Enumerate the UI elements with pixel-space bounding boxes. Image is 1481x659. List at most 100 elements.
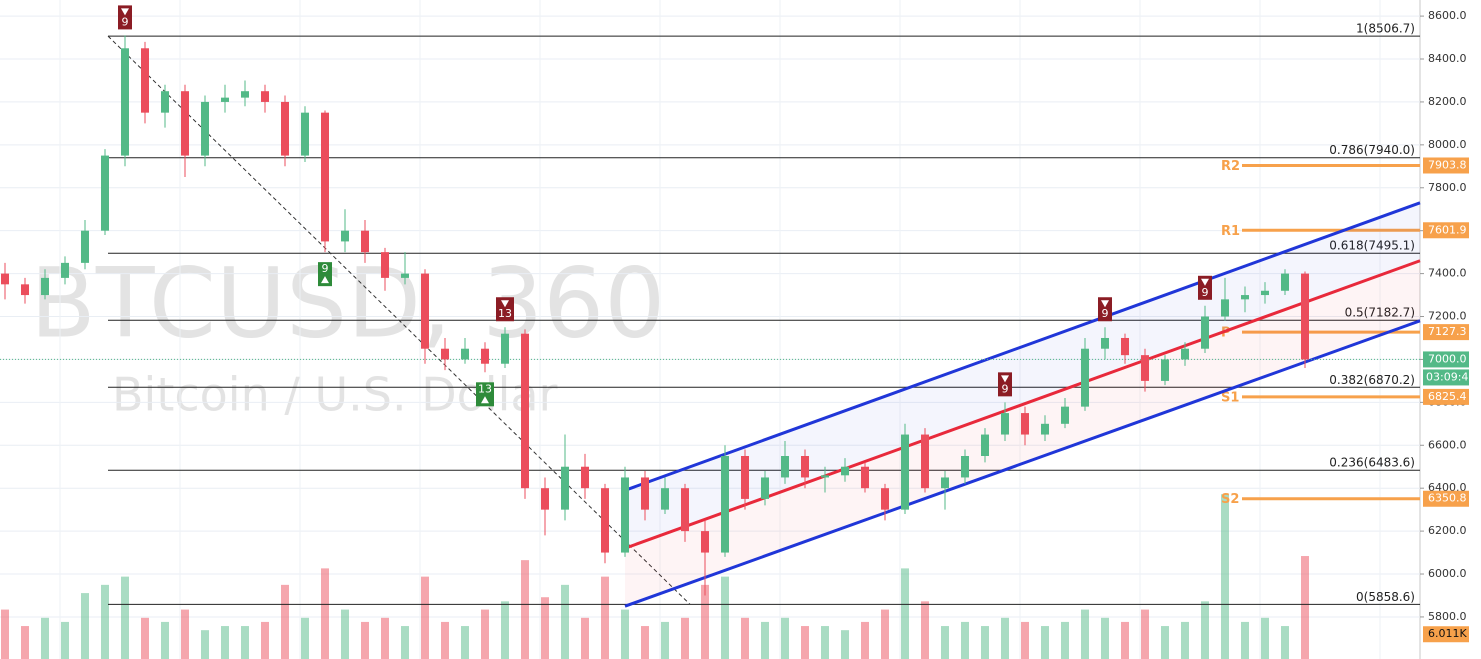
candle-body <box>1261 290 1269 296</box>
volume-bar <box>581 617 589 659</box>
candle-body <box>661 488 669 510</box>
volume-bar <box>161 621 169 659</box>
candle-body <box>901 434 909 510</box>
volume-bar <box>1161 626 1169 659</box>
candle-body <box>501 333 509 364</box>
candle-body <box>1221 299 1229 317</box>
candle-body <box>1021 413 1029 435</box>
td-marker <box>476 382 494 407</box>
td-arrow <box>481 396 489 404</box>
fib-label: 0.236(6483.6) <box>1329 456 1415 470</box>
candle-body <box>521 333 529 489</box>
y-tick-label: 8400.0 <box>1428 52 1467 65</box>
pivot-tag <box>1423 222 1469 239</box>
volume-bar <box>861 621 869 659</box>
candle-body <box>161 91 169 113</box>
volume-bar <box>441 621 449 659</box>
volume-bar <box>901 568 909 659</box>
td-marker <box>1098 297 1112 322</box>
volume-bar <box>81 593 89 659</box>
candle-body <box>221 97 229 102</box>
y-tick-label: 8600.0 <box>1428 9 1467 22</box>
candle-body <box>381 252 389 278</box>
volume-bar <box>1101 617 1109 659</box>
candle-body <box>61 262 69 278</box>
candle-body <box>941 477 949 489</box>
candle-body <box>1281 273 1289 291</box>
fib-label: 0.382(6870.2) <box>1329 373 1415 387</box>
candle-body <box>621 477 629 553</box>
candle-body <box>1301 273 1309 360</box>
volume-bar <box>1201 601 1209 659</box>
candle-body <box>1061 406 1069 424</box>
volume-bar <box>321 568 329 659</box>
volume-bar <box>841 630 849 659</box>
volume-bar <box>741 617 749 659</box>
candle-body <box>721 455 729 553</box>
watermark-symbol: BTCUSD, 360 <box>30 247 665 359</box>
volume-bar <box>1001 617 1009 659</box>
volume-bar <box>921 601 929 659</box>
volume-bar <box>681 617 689 659</box>
grid-layer <box>0 0 1420 659</box>
td-arrow <box>1001 375 1009 383</box>
volume-bar <box>641 626 649 659</box>
countdown-tag <box>1423 369 1469 386</box>
candle-body <box>741 455 749 499</box>
volume-bar <box>201 630 209 659</box>
candle-body <box>1181 348 1189 360</box>
candle-body <box>1241 295 1249 300</box>
volume-bar <box>801 626 809 659</box>
volume-bar <box>621 609 629 659</box>
candle-body <box>1001 413 1009 435</box>
candle-body <box>1 273 9 285</box>
volume-bar <box>881 609 889 659</box>
candle-body <box>801 455 809 478</box>
y-tick-label: 7200.0 <box>1428 310 1467 323</box>
td-label: 9 <box>122 15 129 28</box>
channel-fill-upper <box>625 202 1420 549</box>
volume-bar <box>1021 621 1029 659</box>
candle-body <box>1101 337 1109 349</box>
marker-layer: 9 9 13 13 9 9 9 <box>118 5 1212 407</box>
candle-body <box>301 112 309 156</box>
y-tick-label: 6200.0 <box>1428 524 1467 537</box>
td-marker <box>318 262 332 287</box>
channel-line <box>624 259 1421 550</box>
volume-bar <box>1181 621 1189 659</box>
fib-label: 1(8506.7) <box>1356 22 1415 36</box>
candle-body <box>681 488 689 532</box>
candle-body <box>701 531 709 553</box>
volume-bar <box>41 617 49 659</box>
channel-line <box>624 319 1421 608</box>
fib-label: 0(5858.6) <box>1356 590 1415 604</box>
y-tick-label: 7400.0 <box>1428 267 1467 280</box>
volume-bar <box>781 617 789 659</box>
td-arrow <box>501 300 509 308</box>
volume-bar <box>21 626 29 659</box>
volume-bar <box>1261 617 1269 659</box>
candle-body <box>261 91 269 102</box>
vol-layer <box>1 494 1309 659</box>
td-marker <box>118 5 132 30</box>
td-label: 9 <box>322 262 329 275</box>
td-marker <box>1198 275 1212 300</box>
candle-body <box>961 455 969 478</box>
y-tick-label: 6600.0 <box>1428 438 1467 451</box>
td-marker <box>496 297 514 322</box>
volume-bar <box>501 601 509 659</box>
candle-body <box>541 488 549 510</box>
pivot-name: P <box>1221 326 1231 341</box>
volume-bar <box>241 626 249 659</box>
volume-bar <box>701 584 709 659</box>
candle-body <box>481 348 489 364</box>
volume-bar <box>1 609 9 659</box>
td-marker <box>998 372 1012 397</box>
volume-bar <box>121 576 129 659</box>
candle-body <box>141 48 149 113</box>
pivot-name: R2 <box>1221 159 1240 174</box>
td-label: 13 <box>498 307 512 320</box>
y-tick-label: 6000.0 <box>1428 567 1467 580</box>
candle-body <box>201 101 209 156</box>
